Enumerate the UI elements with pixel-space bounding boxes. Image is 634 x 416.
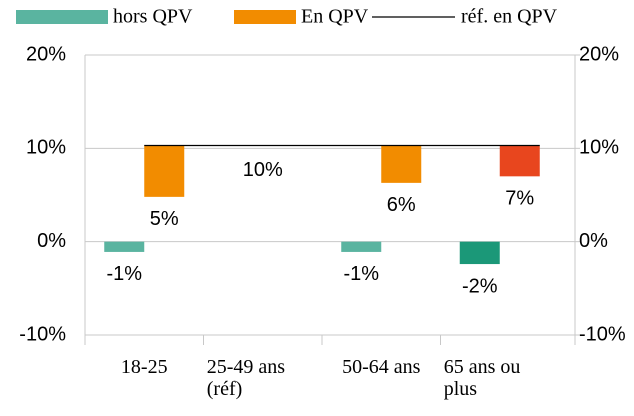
x-tick-label-box: 18-25 [84,356,204,378]
y2-tick-label: 0% [579,230,608,252]
bar [341,241,382,252]
bar [104,241,145,252]
value-label: -1% [343,263,379,285]
legend-label: En QPV [301,6,369,28]
x-tick-label-box: 50-64 ans [321,356,441,378]
legend-swatch [16,10,108,24]
y2-tick-label: 20% [579,43,619,65]
value-label: 6% [387,194,416,216]
bar [499,145,540,177]
bar [459,241,500,265]
y-tick-label: 20% [26,43,66,65]
value-label: 5% [150,208,179,230]
value-label: 7% [505,188,534,210]
x-tick-label-box: 25-49 ans (réf) [203,356,323,400]
x-tick-label-box: 65 ans ou plus [440,356,560,400]
x-tick-label: 18-25 [120,356,168,378]
y-tick-label: 0% [37,230,66,252]
x-tick-label: 25-49 ans (réf) [206,356,286,400]
value-label: -1% [106,263,142,285]
y2-tick-label: -10% [579,323,626,345]
x-tick-label: 50-64 ans [342,356,421,378]
legend-label: réf. en QPV [461,6,558,28]
legend-swatch [234,10,296,24]
legend-label: hors QPV [113,6,193,28]
value-label: -2% [462,275,498,297]
bar [381,145,422,183]
y2-tick-label: 10% [579,137,619,159]
x-tick-label: 65 ans ou plus [443,356,521,400]
bar [144,145,185,197]
value-label: 10% [243,159,283,181]
y-tick-label: -10% [19,323,66,345]
y-tick-label: 10% [26,137,66,159]
